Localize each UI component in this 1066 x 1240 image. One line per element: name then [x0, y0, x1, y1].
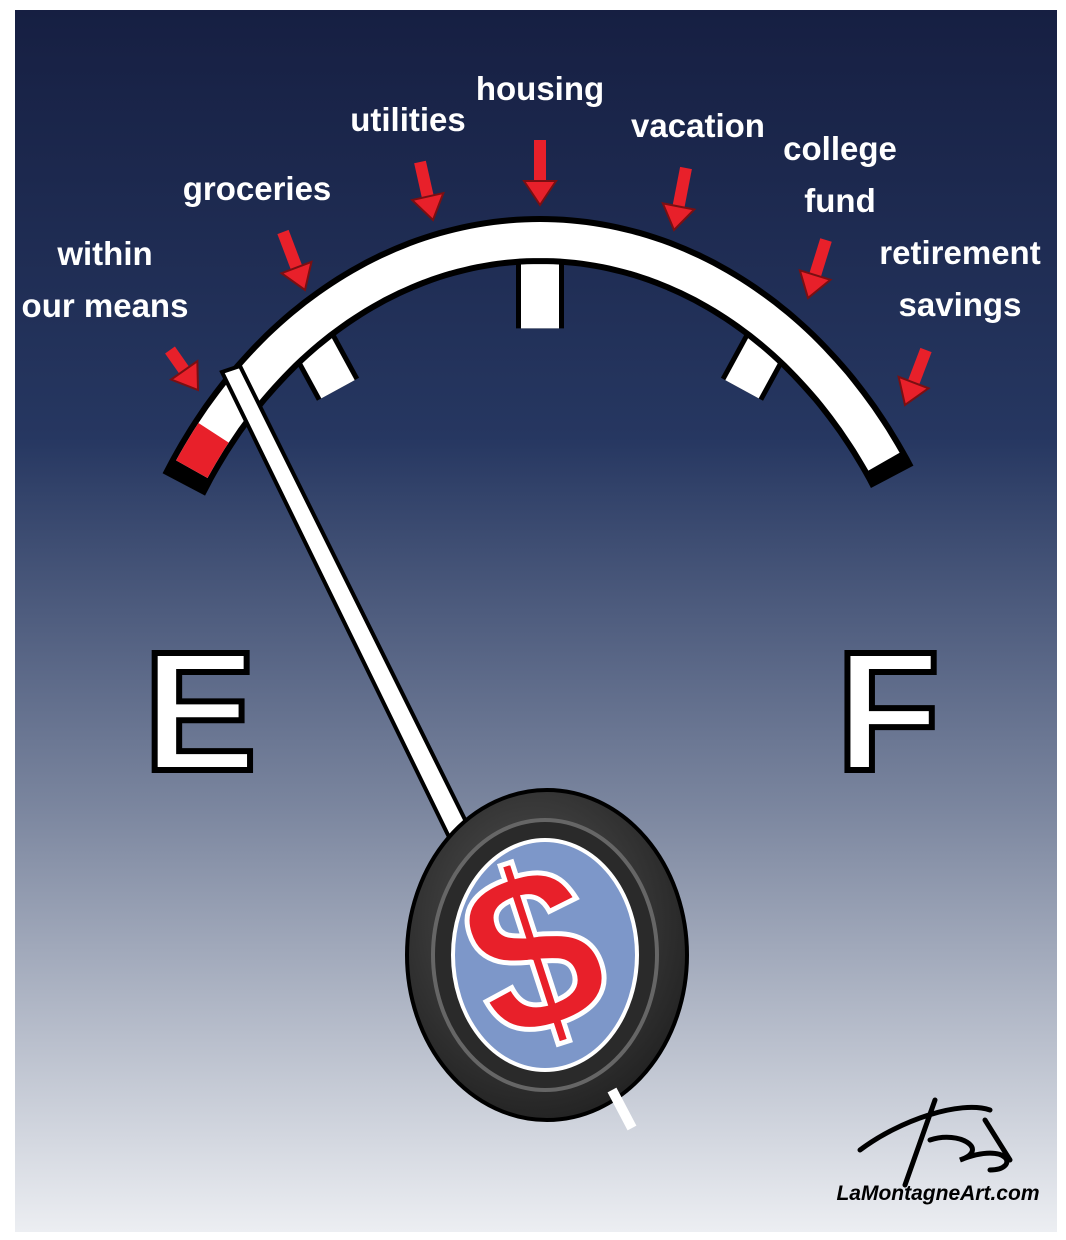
arrow-shaft: [679, 168, 686, 206]
cartoon: $ E F LaMontagneArt.com withinour meansg…: [0, 0, 1066, 1240]
gauge-label: groceries: [183, 170, 332, 207]
arrow-shaft: [420, 162, 428, 197]
full-mark: F: [836, 617, 940, 807]
credit: LaMontagneArt.com: [836, 1182, 1039, 1205]
gauge-label: within: [56, 235, 152, 272]
empty-mark: E: [143, 617, 256, 807]
gauge-label: retirement: [879, 234, 1040, 271]
gauge-label: our means: [22, 287, 189, 324]
gauge-label: vacation: [631, 107, 765, 144]
gauge-label: housing: [476, 70, 604, 107]
arc-red: [192, 433, 214, 469]
gauge-label: savings: [899, 286, 1022, 323]
gauge-label: fund: [804, 182, 875, 219]
gauge-label: college: [783, 130, 897, 167]
gauge-label: utilities: [350, 101, 466, 138]
